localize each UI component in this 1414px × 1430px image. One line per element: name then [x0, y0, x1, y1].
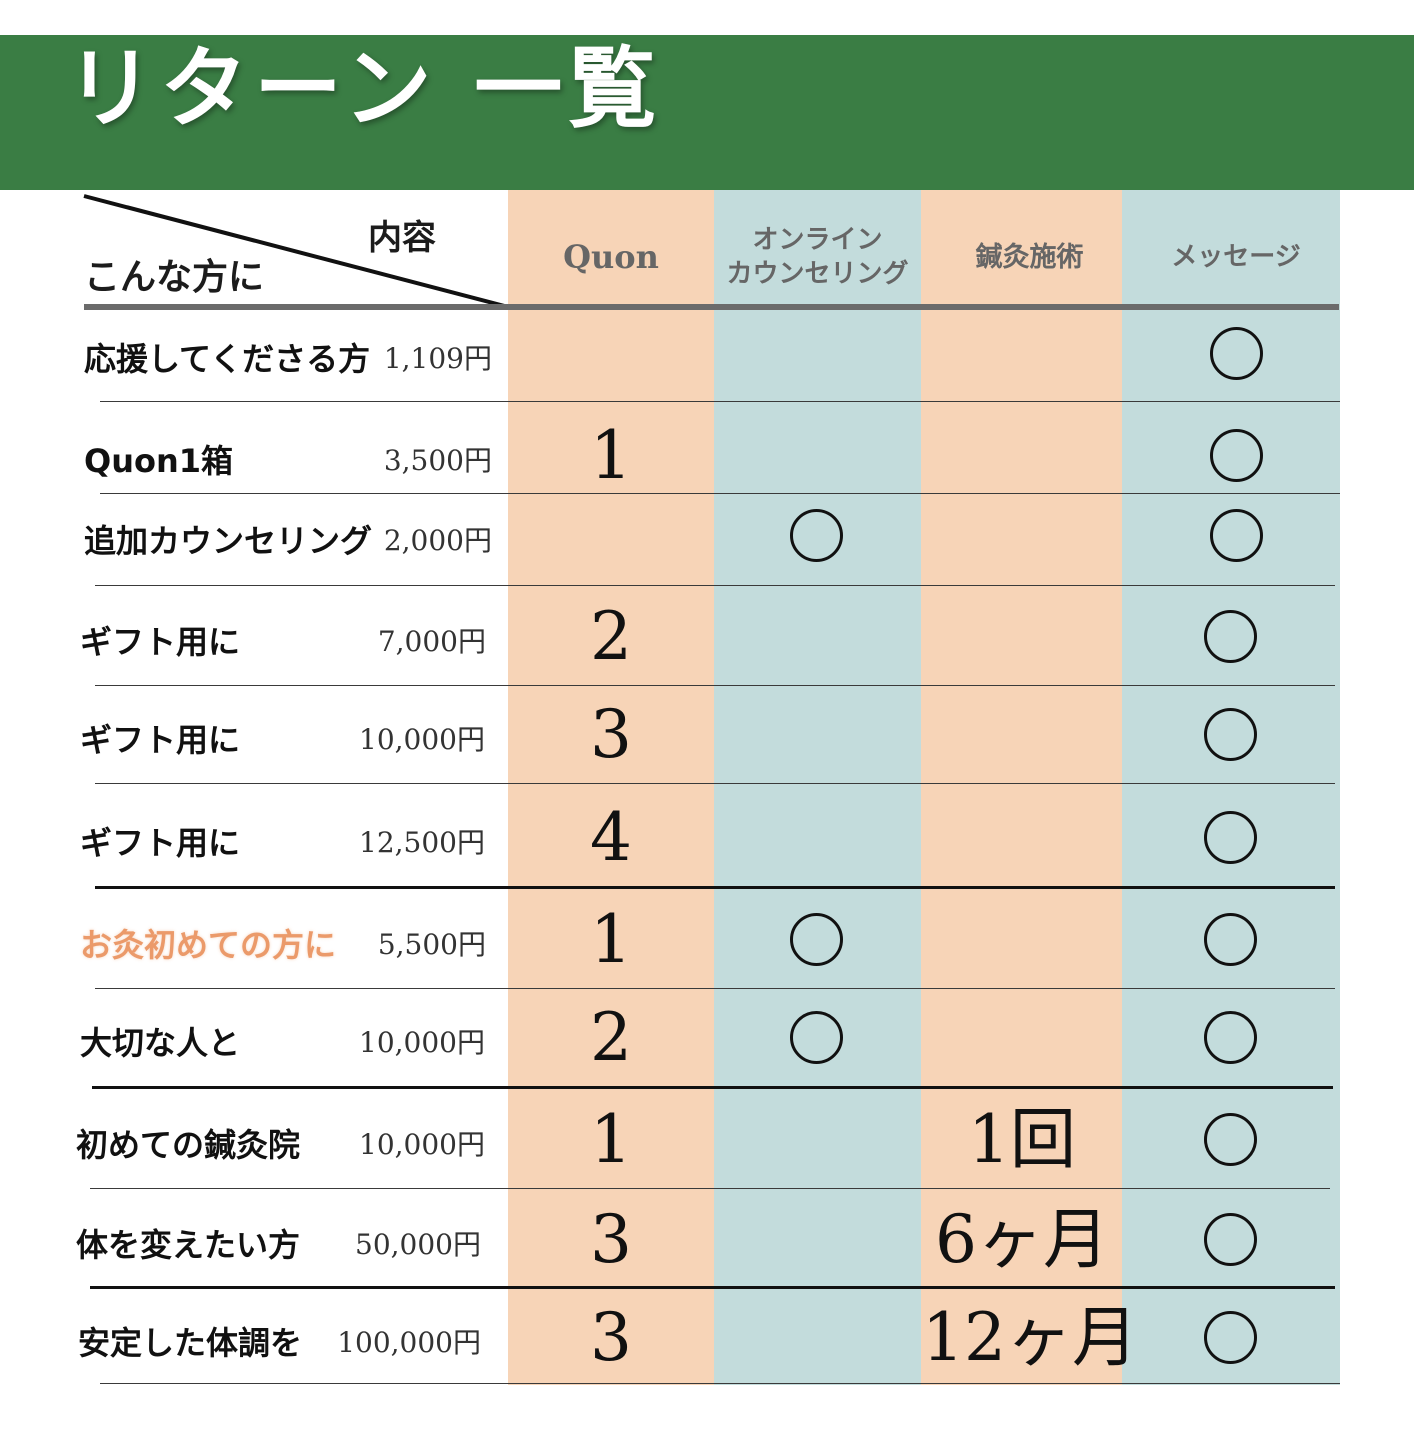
column-header-acupuncture: 鍼灸施術	[921, 212, 1138, 304]
row-label: ギフト用に	[80, 623, 241, 661]
row-price: 5,500円	[377, 928, 486, 961]
row-label: 追加カウンセリング	[84, 522, 373, 560]
message-circle-icon	[1210, 509, 1263, 562]
quon-quantity: 2	[590, 598, 632, 675]
row-label: お灸初めての方に	[80, 926, 337, 964]
column-header-quon-text: Quon	[563, 238, 659, 277]
row-price: 50,000円	[355, 1228, 481, 1261]
row-label: ギフト用に	[80, 824, 241, 862]
title-banner	[0, 35, 1414, 190]
quon-quantity: 2	[590, 999, 632, 1076]
row-separator	[95, 988, 1335, 989]
column-acupuncture-background	[921, 190, 1122, 1385]
online-counseling-circle-icon	[790, 913, 843, 966]
row-separator	[92, 1086, 1333, 1089]
row-label: 安定した体調を	[78, 1324, 303, 1362]
header-target-label: こんな方に	[84, 257, 265, 298]
online-counseling-circle-icon	[790, 1011, 843, 1064]
acupuncture-term: 1回	[968, 1101, 1076, 1178]
message-circle-icon	[1204, 913, 1257, 966]
message-circle-icon	[1204, 610, 1257, 663]
row-separator	[90, 1286, 1335, 1289]
row-price: 7,000円	[377, 625, 486, 658]
row-separator	[100, 401, 1340, 402]
message-circle-icon	[1204, 811, 1257, 864]
column-online-background	[714, 190, 921, 1385]
row-price: 100,000円	[337, 1326, 481, 1359]
row-separator	[95, 886, 1335, 889]
row-price: 1,109円	[383, 342, 492, 375]
column-header-online-counseling: オンライン カウンセリング	[714, 212, 921, 304]
message-circle-icon	[1204, 708, 1257, 761]
column-header-quon: Quon	[508, 212, 714, 304]
row-separator	[95, 685, 1335, 686]
acupuncture-term: 6ヶ月	[935, 1201, 1109, 1278]
quon-quantity: 3	[590, 1201, 632, 1278]
column-header-acupuncture-text: 鍼灸施術	[975, 242, 1084, 274]
row-label: ギフト用に	[80, 721, 241, 759]
row-price: 10,000円	[359, 1026, 485, 1059]
message-circle-icon	[1204, 1113, 1257, 1166]
row-label: 体を変えたい方	[76, 1226, 301, 1264]
acupuncture-term: 12ヶ月	[922, 1299, 1138, 1376]
header-content-label: 内容	[368, 218, 436, 258]
row-separator	[95, 783, 1335, 784]
row-label: 初めての鍼灸院	[76, 1126, 301, 1164]
row-label: 応援してくださる方	[84, 340, 371, 378]
column-header-online-line1: オンライン	[752, 225, 883, 256]
column-header-message: メッセージ	[1122, 212, 1350, 304]
message-circle-icon	[1204, 1311, 1257, 1364]
column-message-background	[1122, 190, 1340, 1385]
row-price: 10,000円	[359, 1128, 485, 1161]
row-separator	[95, 585, 1335, 586]
row-separator	[90, 1188, 1330, 1189]
row-separator	[100, 1383, 1340, 1384]
column-quon-background	[508, 190, 714, 1385]
quon-quantity: 1	[590, 417, 632, 494]
column-header-online-line2: カウンセリング	[726, 259, 909, 289]
quon-quantity: 3	[590, 1299, 632, 1376]
row-label: 大切な人と	[80, 1024, 241, 1062]
quon-quantity: 1	[590, 901, 632, 978]
quon-quantity: 4	[590, 799, 632, 876]
column-header-message-text: メッセージ	[1171, 242, 1301, 273]
page-title: リターン 一覧	[66, 36, 663, 140]
message-circle-icon	[1204, 1011, 1257, 1064]
row-price: 2,000円	[383, 524, 492, 557]
message-circle-icon	[1210, 327, 1263, 380]
online-counseling-circle-icon	[790, 509, 843, 562]
quon-quantity: 1	[590, 1101, 632, 1178]
row-separator	[100, 493, 1340, 494]
message-circle-icon	[1204, 1213, 1257, 1266]
header-divider	[84, 304, 1339, 310]
row-price: 10,000円	[359, 723, 485, 756]
row-price: 12,500円	[359, 826, 485, 859]
quon-quantity: 3	[590, 696, 632, 773]
row-price: 3,500円	[383, 444, 492, 477]
row-label: Quon1箱	[84, 442, 234, 480]
message-circle-icon	[1210, 429, 1263, 482]
